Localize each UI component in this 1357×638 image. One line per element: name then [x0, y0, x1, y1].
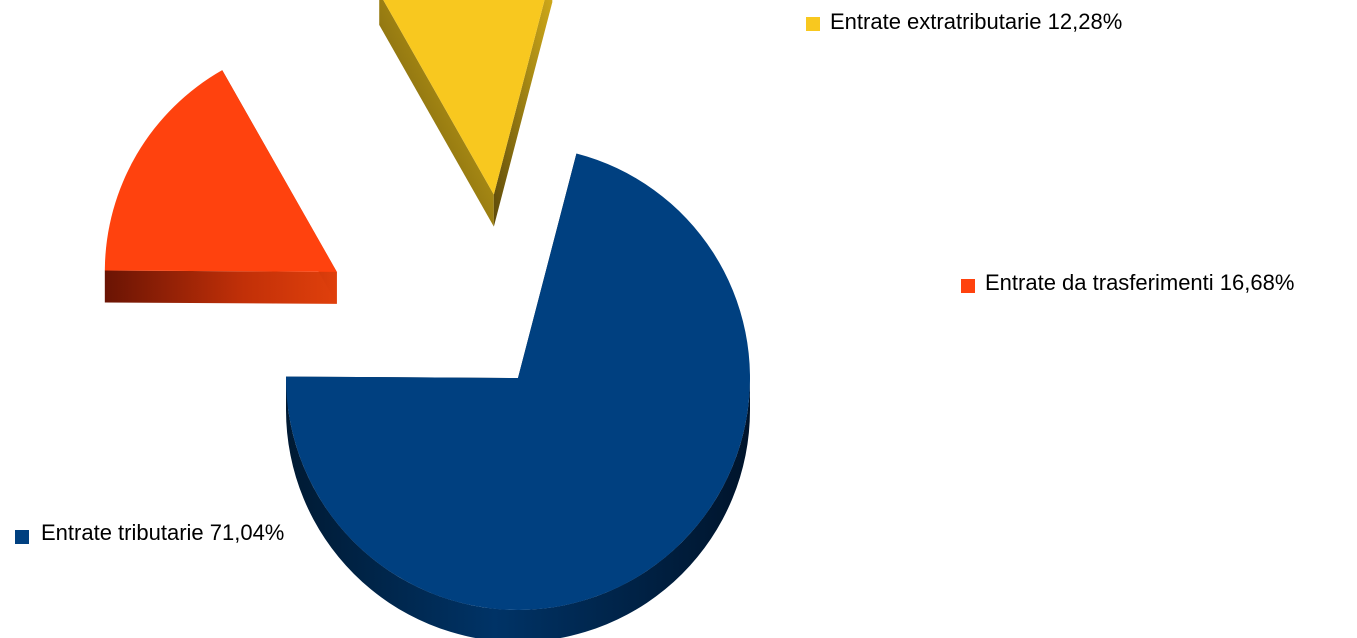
legend-swatch — [961, 279, 975, 293]
slice-side-face — [379, 0, 494, 227]
slice-label: Entrate extratributarie 12,28% — [830, 9, 1122, 34]
pie-labels: Entrate tributarie 71,04% Entrate da tras… — [15, 9, 1294, 545]
pie-slices — [104, 0, 751, 638]
legend-swatch — [806, 17, 820, 31]
legend-swatch — [15, 530, 29, 544]
pie-slice-entrate-da-trasferimenti — [104, 70, 337, 304]
slice-top — [104, 70, 337, 272]
slice-side-face — [493, 0, 553, 227]
slice-top — [383, 0, 545, 195]
slice-label: Entrate tributarie 71,04% — [41, 520, 284, 545]
slice-top — [285, 153, 751, 611]
slice-label: Entrate da trasferimenti 16,68% — [985, 270, 1294, 295]
pie-slice-entrate-extratributarie — [379, 0, 553, 227]
slice-side-face — [104, 270, 337, 304]
pie-slice-entrate-tributarie — [285, 153, 751, 638]
